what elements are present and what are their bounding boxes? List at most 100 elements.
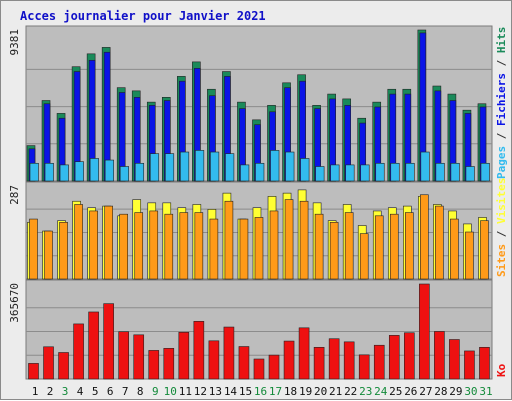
day-label-17: 17 [269,385,282,398]
bar-pages-day-12 [195,150,205,182]
bar-pages-day-10 [164,153,175,182]
bar-pages-day-3 [59,164,69,182]
bar-pages-day-15 [240,164,250,182]
bar-sites-day-3 [59,221,68,280]
legend-part-0: Ko [495,363,508,377]
panels-layer: 9381 Pages / Fichiers / Hits 287 Sites / Vi… [8,25,508,380]
bar-sites-day-17 [269,210,279,280]
legend-part-3: / [495,53,508,73]
bar-sites-day-27 [420,194,429,280]
bar-sites-day-1 [29,218,38,280]
bar-ko-day-17 [268,354,280,380]
day-label-18: 18 [284,385,297,398]
bar-ko-day-27 [419,283,430,380]
bar-sites-day-9 [149,210,159,280]
bar-ko-day-15 [238,346,250,380]
bar-pages-day-24 [375,162,385,182]
bar-sites-day-7 [119,213,128,280]
bar-pages-day-20 [315,166,325,182]
legend-part-0: Sites [495,244,508,277]
ymax-label: 287 [8,185,21,205]
bar-sites-day-18 [284,199,294,280]
day-label-31: 31 [479,385,492,398]
legend-part-1: / [495,126,508,146]
bar-ko-day-7 [118,331,129,380]
day-label-4: 4 [77,385,84,398]
day-label-3: 3 [62,385,69,398]
day-label-21: 21 [329,385,342,398]
bar-pages-day-9 [149,153,160,182]
day-label-2: 2 [47,385,54,398]
bar-ko-day-4 [73,323,84,380]
day-label-9: 9 [152,385,159,398]
bar-sites-day-4 [74,204,83,280]
bar-sites-day-29 [450,218,459,280]
bar-ko-day-29 [449,339,460,380]
day-label-11: 11 [179,385,192,398]
bar-sites-day-21 [329,221,339,280]
bar-pages-day-28 [435,162,445,182]
chart-title: Acces journalier pour Janvier 2021 [20,9,266,23]
bar-sites-day-12 [194,212,204,280]
bar-ko-day-31 [479,346,490,380]
bar-pages-day-27 [420,151,430,182]
bar-pages-day-5 [89,158,99,182]
day-label-29: 29 [449,385,462,398]
bar-ko-day-2 [43,346,54,380]
day-label-28: 28 [434,385,447,398]
bar-sites-day-14 [224,200,234,280]
bar-ko-day-1 [28,363,39,380]
day-labels: 1 2 3 4 5 6 7 8 9 10 11 12 13 14 15 16 17 18 19 20 21 22 23 24 2… [32,385,493,398]
bar-pages-day-25 [390,162,400,182]
series-pages [29,150,490,182]
ymax-label: 9381 [8,29,21,56]
panel-1: 9381 Pages / Fichiers / Hits [8,25,508,182]
bar-ko-day-18 [283,340,295,380]
bar-ko-day-13 [208,340,220,380]
bar-ko-day-30 [464,350,475,380]
bar-ko-day-26 [404,332,415,380]
panel-3: 365670 Ko [8,279,508,380]
bar-ko-day-28 [434,331,445,380]
bar-sites-day-15 [239,218,249,280]
bar-sites-day-19 [299,200,309,280]
bar-sites-day-6 [104,205,113,280]
day-label-10: 10 [164,385,177,398]
series-fichiers [28,32,487,182]
bar-pages-day-30 [465,166,475,182]
bar-pages-day-14 [225,153,235,182]
bar-sites-day-10 [164,213,174,280]
bar-pages-day-8 [134,162,145,182]
bar-sites-day-28 [435,205,444,280]
legend-part-2: Visites [495,178,508,224]
bar-sites-day-25 [389,213,399,280]
bar-pages-day-22 [345,164,355,182]
bar-sites-day-31 [480,220,489,280]
bar-ko-day-11 [178,331,190,380]
bar-ko-day-14 [223,326,235,380]
series-legend: Pages / Fichiers / Hits [495,27,508,179]
day-label-12: 12 [194,385,207,398]
bar-sites-day-16 [254,217,264,280]
bar-pages-day-17 [270,150,280,182]
bar-ko-day-23 [358,354,370,380]
bar-sites-day-26 [405,212,414,280]
bar-pages-day-31 [480,162,490,182]
series-legend: Ko [495,363,508,377]
bar-ko-day-20 [313,346,325,380]
bar-pages-day-21 [330,164,340,182]
day-label-5: 5 [92,385,99,398]
bar-sites-day-11 [179,212,189,280]
day-label-27: 27 [419,385,432,398]
day-label-20: 20 [314,385,327,398]
bar-pages-day-13 [210,151,220,182]
day-label-26: 26 [404,385,417,398]
day-label-24: 24 [374,385,388,398]
bar-pages-day-11 [180,151,190,182]
bar-sites-day-30 [465,231,474,280]
bar-sites-day-5 [89,210,98,280]
bar-pages-day-4 [74,161,84,182]
legend-part-2: Fichiers [495,73,508,126]
bar-ko-day-22 [343,341,355,380]
